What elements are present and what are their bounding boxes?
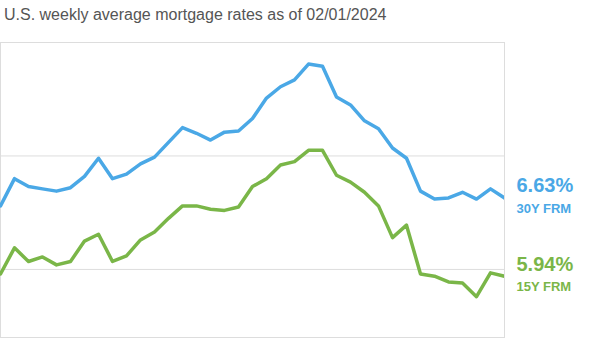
svg-text:15Y FRM: 15Y FRM xyxy=(517,279,572,294)
svg-text:30Y FRM: 30Y FRM xyxy=(517,201,572,216)
svg-text:6.63%: 6.63% xyxy=(517,174,574,196)
html-text:U.S. weekly average mortgage r: U.S. weekly average mortgage rates as of… xyxy=(4,6,387,23)
svg-text:5.94%: 5.94% xyxy=(517,253,574,275)
